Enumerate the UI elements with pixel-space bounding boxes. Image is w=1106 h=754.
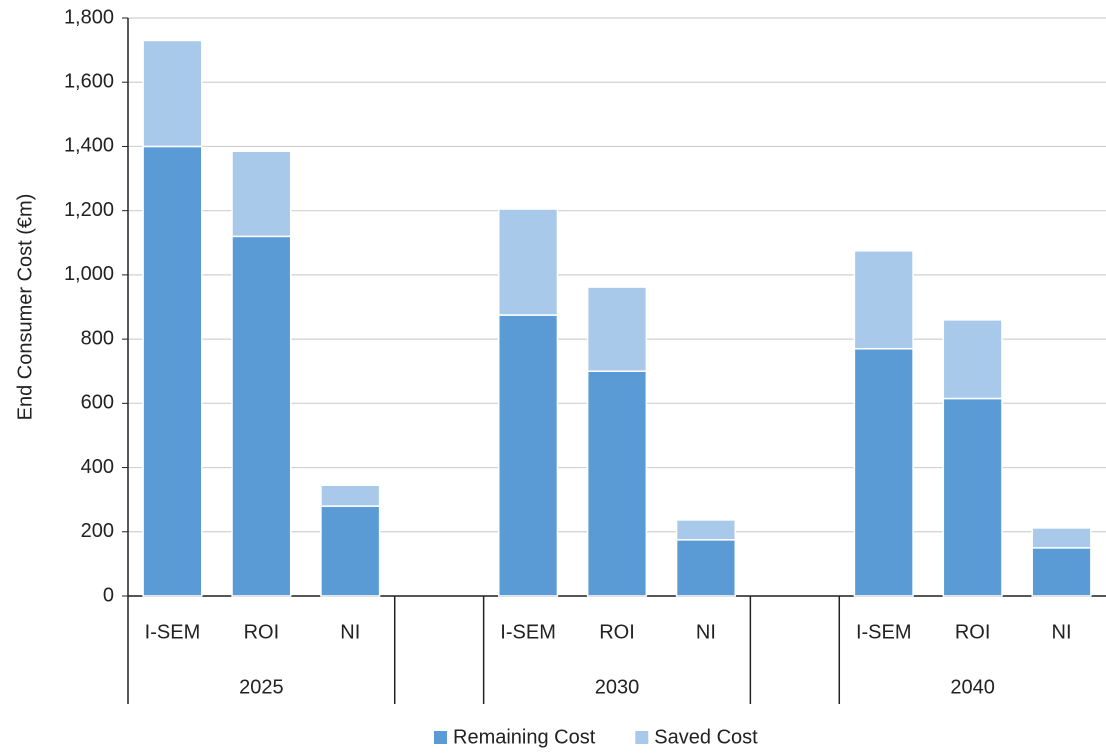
group-label: 2025 <box>239 676 284 698</box>
bar-segment <box>320 505 381 597</box>
y-tick-label: 800 <box>81 327 114 349</box>
bar-segment <box>942 397 1003 597</box>
bar-segment <box>498 314 559 597</box>
bar-segment <box>498 208 559 316</box>
bar-segment <box>142 145 203 597</box>
bar-segment <box>1031 527 1092 549</box>
x-tick-label: I-SEM <box>500 621 556 643</box>
y-tick-label: 1,800 <box>64 6 114 28</box>
y-tick-label: 1,200 <box>64 199 114 221</box>
x-tick-label: NI <box>340 621 360 643</box>
bar-segment <box>320 484 381 507</box>
x-tick-label: ROI <box>244 621 280 643</box>
legend-swatch <box>434 731 447 744</box>
bar-segment <box>853 250 914 350</box>
bar-segment <box>675 519 736 541</box>
y-axis-label: End Consumer Cost (€m) <box>14 194 36 421</box>
x-tick-label: I-SEM <box>145 621 201 643</box>
group-label: 2030 <box>595 676 640 698</box>
y-tick-label: 1,000 <box>64 263 114 285</box>
bar-segment <box>942 319 1003 400</box>
group-label: 2040 <box>950 676 995 698</box>
bar-segment <box>853 347 914 597</box>
y-tick-label: 1,600 <box>64 71 114 93</box>
legend-label: Saved Cost <box>654 726 758 748</box>
x-tick-label: I-SEM <box>856 621 912 643</box>
bar-segment <box>142 39 203 148</box>
bar-segment <box>1031 547 1092 597</box>
bar-segment <box>586 286 648 372</box>
bar-segment <box>231 235 292 597</box>
x-tick-label: NI <box>1052 621 1072 643</box>
legend-swatch <box>635 731 649 744</box>
legend-label: Remaining Cost <box>453 726 596 748</box>
bar-segment <box>675 539 736 597</box>
x-tick-label: ROI <box>955 621 991 643</box>
y-tick-label: 1,400 <box>64 135 114 157</box>
x-tick-label: ROI <box>599 621 635 643</box>
y-tick-label: 0 <box>103 584 114 606</box>
y-tick-label: 200 <box>81 520 114 542</box>
bar-segment <box>586 370 648 597</box>
y-tick-label: 400 <box>81 456 114 478</box>
y-tick-label: 600 <box>81 392 114 414</box>
bar-segment <box>231 150 292 238</box>
x-tick-label: NI <box>696 621 716 643</box>
